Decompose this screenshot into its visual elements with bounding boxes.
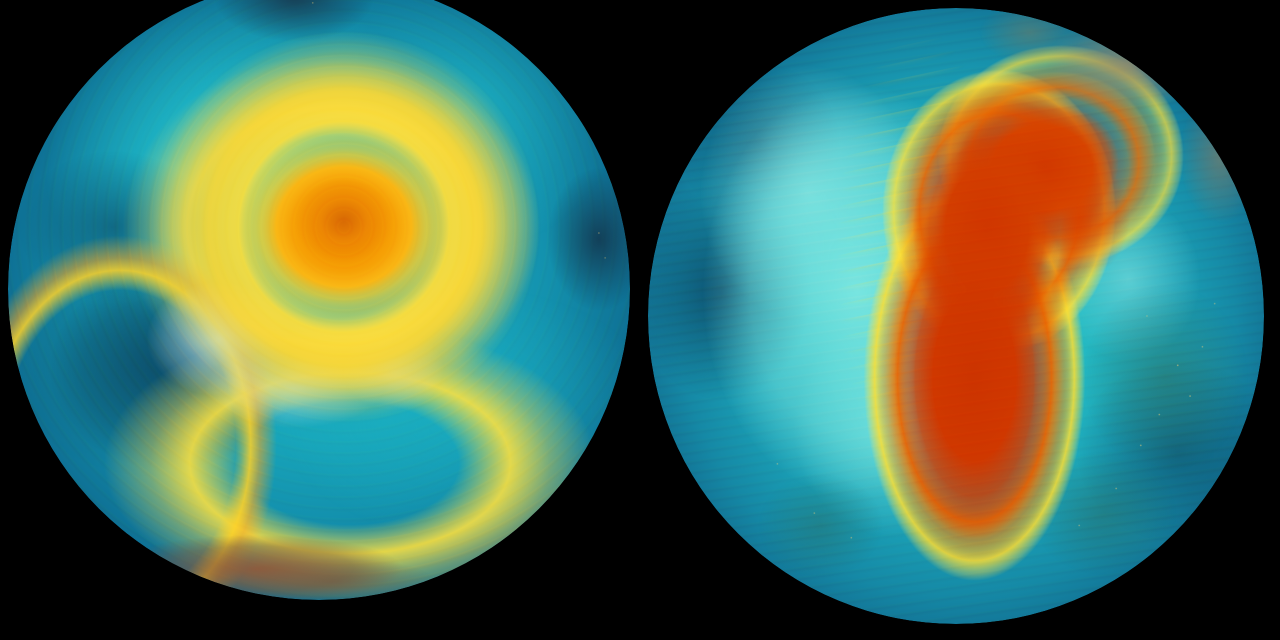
scene-title: Polar Vortex Atmospheric Simulation — Du…	[0, 0, 1, 1]
globe-right-city-lights	[648, 8, 1264, 624]
globe-left-summary: Tight circular orange-cored polar vortex…	[0, 0, 1, 1]
globe-right-summary: A very large comma / kidney-shaped deep-…	[0, 0, 1, 1]
northern-hemisphere-globe[interactable]	[648, 8, 1264, 624]
southern-hemisphere-globe[interactable]	[8, 0, 630, 600]
globe-left-city-lights	[8, 0, 630, 600]
scene-description: Two orthographic globe renderings of a g…	[0, 0, 1, 1]
